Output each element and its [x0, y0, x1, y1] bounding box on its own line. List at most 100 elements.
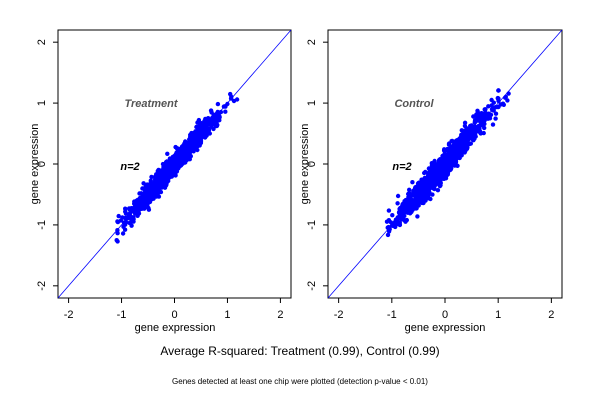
- y-axis-label: gene expression: [299, 124, 311, 205]
- data-point: [482, 125, 487, 131]
- data-point: [472, 118, 478, 123]
- data-point: [421, 200, 426, 206]
- data-point: [130, 206, 135, 211]
- data-point: [137, 191, 142, 196]
- data-point: [417, 197, 422, 202]
- x-tick-label: -2: [334, 309, 344, 321]
- data-point: [391, 223, 396, 229]
- data-point: [120, 231, 126, 236]
- data-point: [146, 205, 151, 211]
- panel-title: Treatment: [125, 98, 179, 110]
- y-tick-label: 0: [36, 161, 48, 167]
- data-point: [185, 152, 190, 157]
- data-point: [196, 117, 202, 123]
- data-point: [445, 172, 450, 177]
- data-point: [176, 163, 181, 168]
- data-point: [195, 141, 200, 147]
- data-point: [149, 181, 154, 186]
- data-point: [217, 115, 222, 120]
- data-point: [410, 180, 415, 185]
- data-point: [505, 98, 510, 103]
- data-point: [461, 136, 466, 141]
- data-point: [449, 162, 454, 167]
- data-point: [386, 218, 392, 223]
- data-point: [211, 120, 217, 125]
- data-point: [435, 188, 441, 193]
- data-point: [159, 180, 165, 185]
- x-tick-label: -1: [117, 309, 127, 321]
- data-point: [446, 142, 452, 147]
- data-point: [462, 120, 468, 126]
- data-point: [431, 186, 437, 191]
- data-point: [205, 120, 211, 125]
- data-point: [415, 214, 420, 219]
- data-point: [475, 108, 480, 114]
- data-point: [440, 161, 445, 166]
- panel-title: Control: [394, 98, 434, 110]
- data-point: [395, 219, 400, 224]
- data-point: [211, 112, 216, 118]
- x-tick-label: 1: [495, 309, 501, 321]
- data-point: [195, 147, 200, 153]
- data-point: [129, 223, 134, 228]
- x-axis-label: gene expression: [135, 322, 216, 334]
- data-point: [141, 181, 146, 186]
- data-point: [432, 165, 437, 170]
- data-point: [452, 141, 457, 147]
- y-axis-label: gene expression: [29, 124, 41, 205]
- data-point: [403, 201, 408, 206]
- data-point: [122, 221, 128, 226]
- data-point: [462, 128, 468, 133]
- data-point: [171, 167, 176, 172]
- data-point: [493, 116, 498, 121]
- data-point: [460, 146, 466, 152]
- data-point: [154, 172, 159, 177]
- data-point: [433, 174, 438, 179]
- data-point: [411, 188, 416, 194]
- data-point: [218, 109, 224, 115]
- data-point: [488, 112, 494, 118]
- data-point: [413, 185, 418, 190]
- r-squared-summary: Average R-squared: Treatment (0.99), Con…: [160, 344, 439, 358]
- data-point: [472, 132, 478, 137]
- data-point: [131, 215, 136, 220]
- identity-line: [57, 29, 292, 299]
- data-point: [199, 129, 204, 134]
- data-point: [386, 224, 391, 230]
- data-point: [453, 159, 459, 164]
- data-point: [228, 91, 233, 97]
- data-point: [223, 109, 228, 114]
- data-point: [396, 210, 402, 215]
- data-point: [155, 191, 160, 196]
- data-point: [442, 154, 447, 159]
- data-point: [471, 114, 476, 119]
- x-tick-label: 2: [548, 309, 554, 321]
- data-point: [498, 102, 503, 107]
- data-point: [165, 178, 170, 183]
- data-point: [170, 154, 175, 160]
- x-tick-label: 1: [224, 309, 230, 321]
- data-point: [439, 175, 444, 180]
- data-point: [493, 111, 499, 116]
- data-point: [453, 148, 458, 153]
- data-point: [123, 206, 128, 211]
- data-point: [496, 88, 501, 93]
- data-point: [428, 196, 433, 202]
- data-point: [423, 169, 428, 175]
- data-point: [424, 189, 429, 194]
- data-point: [234, 97, 240, 102]
- data-point: [161, 177, 166, 182]
- data-point: [151, 196, 156, 201]
- data-point: [430, 192, 435, 197]
- data-point: [402, 213, 407, 219]
- data-point: [437, 183, 443, 189]
- data-point: [164, 182, 169, 187]
- y-ticks: -2 -1 0 1 2: [306, 39, 328, 291]
- data-point: [206, 128, 211, 133]
- data-point: [144, 201, 149, 206]
- x-ticks: -2 -1 0 1 2: [64, 298, 283, 321]
- x-axis-label: gene expression: [405, 322, 486, 334]
- data-point: [438, 180, 443, 185]
- data-point: [464, 144, 470, 150]
